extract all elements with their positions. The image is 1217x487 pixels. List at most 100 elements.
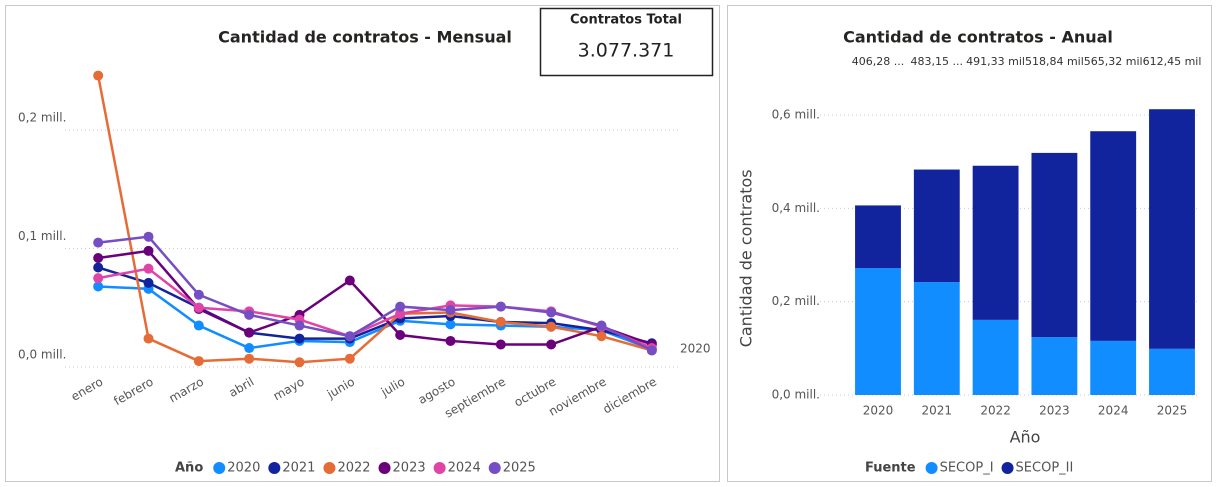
legend-label: 2021 xyxy=(282,461,315,476)
point xyxy=(646,345,657,356)
legend-label: 2022 xyxy=(337,461,370,476)
point xyxy=(143,245,154,256)
card xyxy=(539,7,714,77)
point xyxy=(244,353,255,364)
legend-marker xyxy=(433,462,446,474)
bar xyxy=(913,169,960,283)
bar xyxy=(972,165,1019,320)
panel-monthly xyxy=(5,5,720,482)
legend-label: SECOP_I xyxy=(940,461,994,476)
bar xyxy=(1031,337,1078,395)
y-tick-label: 0,4 mill. xyxy=(772,201,820,215)
legend-marker xyxy=(378,462,391,474)
point xyxy=(495,339,506,350)
bar xyxy=(855,268,901,395)
point xyxy=(93,281,104,292)
legend-marker xyxy=(1001,462,1014,474)
bar xyxy=(1149,348,1195,395)
legend-marker xyxy=(268,462,281,474)
point xyxy=(193,320,204,331)
legend-label: 2025 xyxy=(503,461,536,476)
line xyxy=(97,249,653,346)
x-axis-title: Año xyxy=(1010,428,1041,447)
point xyxy=(244,309,255,320)
point xyxy=(596,331,607,342)
point xyxy=(244,343,255,354)
bar xyxy=(1031,152,1078,338)
point xyxy=(495,301,506,312)
total-label: 406,28 ... xyxy=(852,55,904,68)
y-tick-label: 0,1 mill. xyxy=(18,229,66,243)
point xyxy=(546,321,557,332)
y-tick-label: 0,0 mill. xyxy=(772,388,820,402)
point xyxy=(294,333,305,344)
point xyxy=(294,357,305,368)
bar xyxy=(972,319,1019,395)
card-value: 3.077.371 xyxy=(578,40,675,62)
point xyxy=(495,316,506,327)
point xyxy=(93,273,104,284)
point xyxy=(344,275,355,286)
x-tick-label: 2023 xyxy=(1039,404,1070,418)
y-tick-label: 0,2 mill. xyxy=(772,294,820,308)
x-tick-label: 2022 xyxy=(980,404,1011,418)
legend-marker xyxy=(323,462,336,474)
point xyxy=(143,333,154,344)
panel-annual xyxy=(727,5,1212,482)
x-tick-label: 2025 xyxy=(1157,404,1188,418)
total-label: 483,15 ... xyxy=(911,55,963,68)
bar xyxy=(855,205,901,269)
point xyxy=(395,301,406,312)
legend-marker xyxy=(925,462,938,474)
point xyxy=(143,277,154,288)
x-tick-label: 2020 xyxy=(863,404,894,418)
legend-title: Año xyxy=(175,461,203,476)
legend-title: Fuente xyxy=(865,461,916,476)
bar xyxy=(913,282,960,395)
point xyxy=(193,302,204,313)
line xyxy=(97,266,653,345)
point xyxy=(546,339,557,350)
y-tick-label: 0,2 mill. xyxy=(18,111,66,125)
total-label: 518,84 mil xyxy=(1025,55,1084,68)
total-label: 565,32 mil xyxy=(1084,55,1143,68)
line xyxy=(96,75,653,364)
bar xyxy=(1090,340,1137,395)
point xyxy=(294,320,305,331)
end-label: 2020 xyxy=(680,342,711,356)
point xyxy=(93,70,104,81)
y-axis-title: Cantidad de contratos xyxy=(737,169,756,347)
point xyxy=(445,319,456,330)
legend-label: 2023 xyxy=(393,461,426,476)
point xyxy=(93,262,104,273)
bar xyxy=(1090,131,1137,341)
point xyxy=(546,307,557,318)
point xyxy=(445,335,456,346)
y-tick-label: 0,6 mill. xyxy=(772,108,820,122)
card-title: Contratos Total xyxy=(570,13,682,28)
point xyxy=(395,330,406,341)
point xyxy=(445,305,456,316)
line xyxy=(98,235,653,352)
point xyxy=(395,308,406,319)
total-label: 491,33 mil xyxy=(966,55,1025,68)
point xyxy=(193,356,204,367)
point xyxy=(596,320,607,331)
y-tick-label: 0,0 mill. xyxy=(18,348,66,362)
point xyxy=(143,231,154,242)
point xyxy=(93,237,104,248)
point xyxy=(93,253,104,264)
legend-label: 2024 xyxy=(448,461,481,476)
legend-marker xyxy=(213,462,226,474)
total-label: 612,45 mil xyxy=(1143,55,1202,68)
chart-title: Cantidad de contratos - Anual xyxy=(843,28,1113,47)
chart-title: Cantidad de contratos - Mensual xyxy=(218,28,512,47)
point xyxy=(193,289,204,300)
x-tick-label: 2021 xyxy=(922,404,953,418)
legend-label: 2020 xyxy=(227,461,260,476)
point xyxy=(344,353,355,364)
point xyxy=(244,327,255,338)
x-tick-label: 2024 xyxy=(1098,404,1129,418)
legend-label: SECOP_II xyxy=(1016,461,1074,476)
